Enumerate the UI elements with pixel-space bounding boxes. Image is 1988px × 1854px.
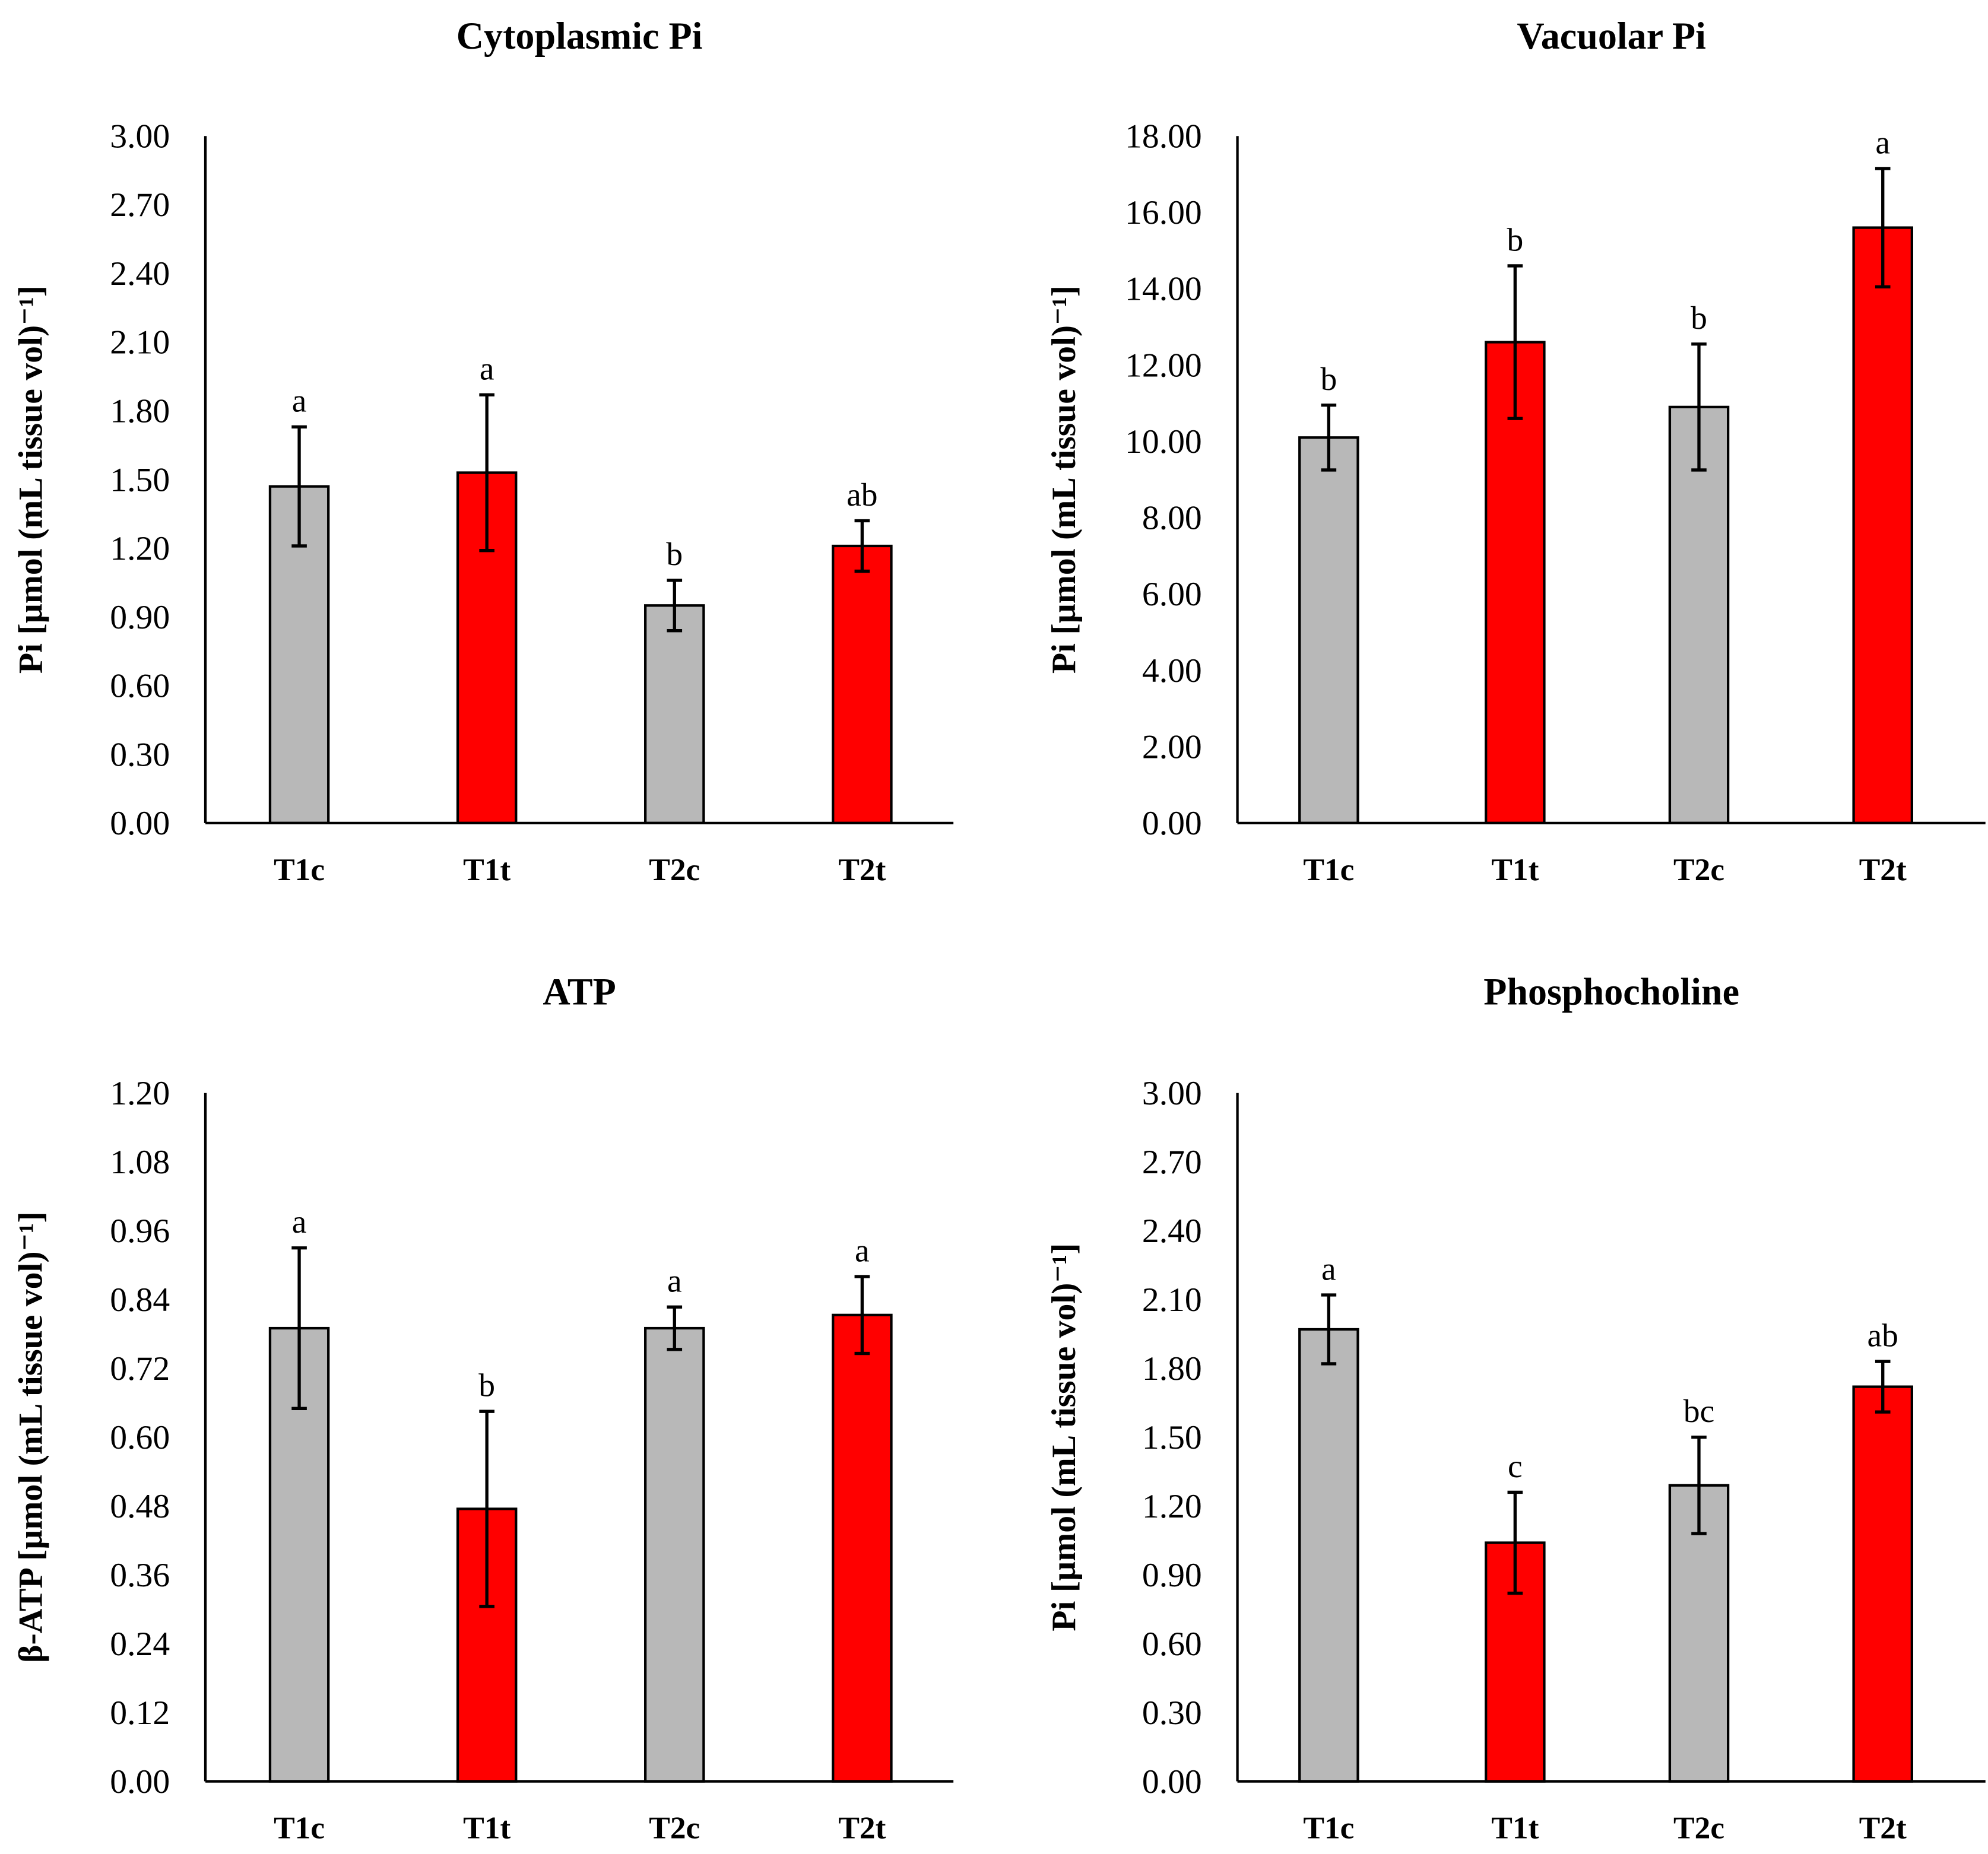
y-tick-label: 0.36 [110, 1557, 170, 1594]
y-tick-label: 1.20 [110, 530, 170, 567]
y-tick-label: 1.50 [110, 461, 170, 499]
significance-label: b [1320, 361, 1337, 398]
y-tick-label: 14.00 [1125, 271, 1202, 308]
y-tick-label: 0.00 [1142, 1763, 1202, 1801]
y-tick-label: 3.00 [1142, 1075, 1202, 1112]
y-tick-label: 0.30 [1142, 1694, 1202, 1732]
y-tick-label: 0.00 [1142, 805, 1202, 842]
bar-T2c [1668, 405, 1730, 824]
significance-label: b [478, 1368, 495, 1404]
y-tick-label: 2.70 [1142, 1144, 1202, 1181]
y-tick-label: 2.40 [110, 255, 170, 293]
chart-title: Phosphocholine [1483, 970, 1739, 1012]
chart-phosphocholine: Phosphocholine Pi [µmol (mL tissue vol)⁻¹… [1045, 970, 1986, 1846]
y-tick-label: 10.00 [1125, 423, 1202, 461]
chart-cytoplasmic-pi: Cytoplasmic Pi Pi [µmol (mL tissue vol)⁻¹… [12, 15, 954, 887]
y-tick-label: 0.84 [110, 1281, 170, 1319]
y-tick-label: 1.20 [1142, 1488, 1202, 1525]
bar-T1t [1485, 341, 1546, 824]
y-tick-label: 0.00 [110, 805, 170, 842]
y-tick-label: 0.72 [110, 1350, 170, 1388]
bar-T1c [1298, 1328, 1359, 1783]
chart-vacuolar-pi: Vacuolar Pi Pi [µmol (mL tissue vol)⁻¹] 0.… [1045, 15, 1986, 887]
bar-T2t [832, 1313, 893, 1783]
significance-label: ab [846, 477, 877, 513]
significance-label: a [292, 383, 307, 420]
x-tick-label: T1t [463, 852, 511, 887]
y-tick-label: 0.60 [1142, 1626, 1202, 1663]
x-tick-label: T1c [1303, 852, 1354, 887]
y-axis-label: β-ATP [µmol (mL tissue vol)⁻¹] [12, 1211, 49, 1662]
y-tick-label: 3.00 [110, 118, 170, 155]
bar-T2t [1852, 226, 1913, 824]
significance-label: a [667, 1263, 682, 1300]
x-tick-label: T1c [274, 852, 325, 887]
x-tick-label: T1c [1303, 1810, 1354, 1846]
y-tick-label: 1.80 [110, 393, 170, 430]
chart-title: Cytoplasmic Pi [456, 15, 703, 57]
bar-T2c [644, 1326, 705, 1783]
x-tick-label: T2t [1859, 1810, 1907, 1846]
x-tick-label: T2c [649, 852, 700, 887]
y-tick-label: 12.00 [1125, 347, 1202, 384]
significance-label: b [1507, 222, 1523, 258]
y-tick-label: 0.90 [1142, 1557, 1202, 1594]
y-tick-label: 2.10 [1142, 1281, 1202, 1319]
x-tick-label: T1c [274, 1810, 325, 1846]
y-tick-label: 2.40 [1142, 1212, 1202, 1250]
bar-T2t [1852, 1385, 1913, 1783]
x-tick-label: T2c [649, 1810, 700, 1846]
x-tick-label: T2c [1673, 1810, 1724, 1846]
x-tick-label: T2t [838, 1810, 886, 1846]
chart-title: Vacuolar Pi [1517, 15, 1706, 57]
significance-label: ab [1867, 1318, 1898, 1354]
y-axis-label: Pi [µmol (mL tissue vol)⁻¹] [1045, 1243, 1083, 1631]
bar-T1c [1298, 436, 1359, 824]
significance-label: a [855, 1233, 870, 1269]
x-tick-label: T2t [1859, 852, 1907, 887]
y-tick-label: 2.70 [110, 186, 170, 224]
y-tick-label: 1.50 [1142, 1419, 1202, 1456]
y-axis-label: Pi [µmol (mL tissue vol)⁻¹] [12, 285, 49, 674]
significance-label: a [480, 351, 494, 388]
y-tick-label: 0.30 [110, 736, 170, 773]
x-tick-label: T1t [1491, 852, 1539, 887]
y-tick-label: 0.00 [110, 1763, 170, 1801]
y-tick-label: 6.00 [1142, 576, 1202, 613]
significance-label: a [292, 1204, 307, 1240]
y-tick-label: 0.24 [110, 1626, 170, 1663]
y-tick-label: 1.08 [110, 1144, 170, 1181]
bar-T2c [644, 604, 705, 824]
y-tick-label: 18.00 [1125, 118, 1202, 155]
significance-label: bc [1683, 1393, 1714, 1430]
y-tick-label: 1.80 [1142, 1350, 1202, 1388]
y-tick-label: 0.90 [110, 599, 170, 636]
x-tick-label: T1t [1491, 1810, 1539, 1846]
significance-label: a [1875, 125, 1890, 161]
significance-label: c [1508, 1449, 1523, 1485]
y-tick-label: 16.00 [1125, 194, 1202, 231]
bar-T2t [832, 544, 893, 824]
y-tick-label: 0.12 [110, 1694, 170, 1732]
chart-atp: ATP β-ATP [µmol (mL tissue vol)⁻¹] 0.00 0.1… [12, 970, 954, 1846]
y-tick-label: 4.00 [1142, 652, 1202, 690]
significance-label: a [1321, 1251, 1336, 1287]
y-axis-label: Pi [µmol (mL tissue vol)⁻¹] [1045, 285, 1083, 674]
y-tick-label: 0.96 [110, 1212, 170, 1250]
significance-label: b [666, 536, 683, 573]
y-tick-label: 2.00 [1142, 728, 1202, 766]
chart-title: ATP [543, 970, 616, 1012]
x-tick-label: T2t [838, 852, 886, 887]
y-tick-label: 0.48 [110, 1488, 170, 1525]
y-tick-label: 8.00 [1142, 500, 1202, 537]
significance-label: b [1691, 300, 1707, 336]
y-tick-label: 0.60 [110, 1419, 170, 1456]
y-tick-label: 1.20 [110, 1075, 170, 1112]
y-tick-label: 2.10 [110, 324, 170, 361]
x-tick-label: T1t [463, 1810, 511, 1846]
y-tick-label: 0.60 [110, 668, 170, 705]
x-tick-label: T2c [1673, 852, 1724, 887]
